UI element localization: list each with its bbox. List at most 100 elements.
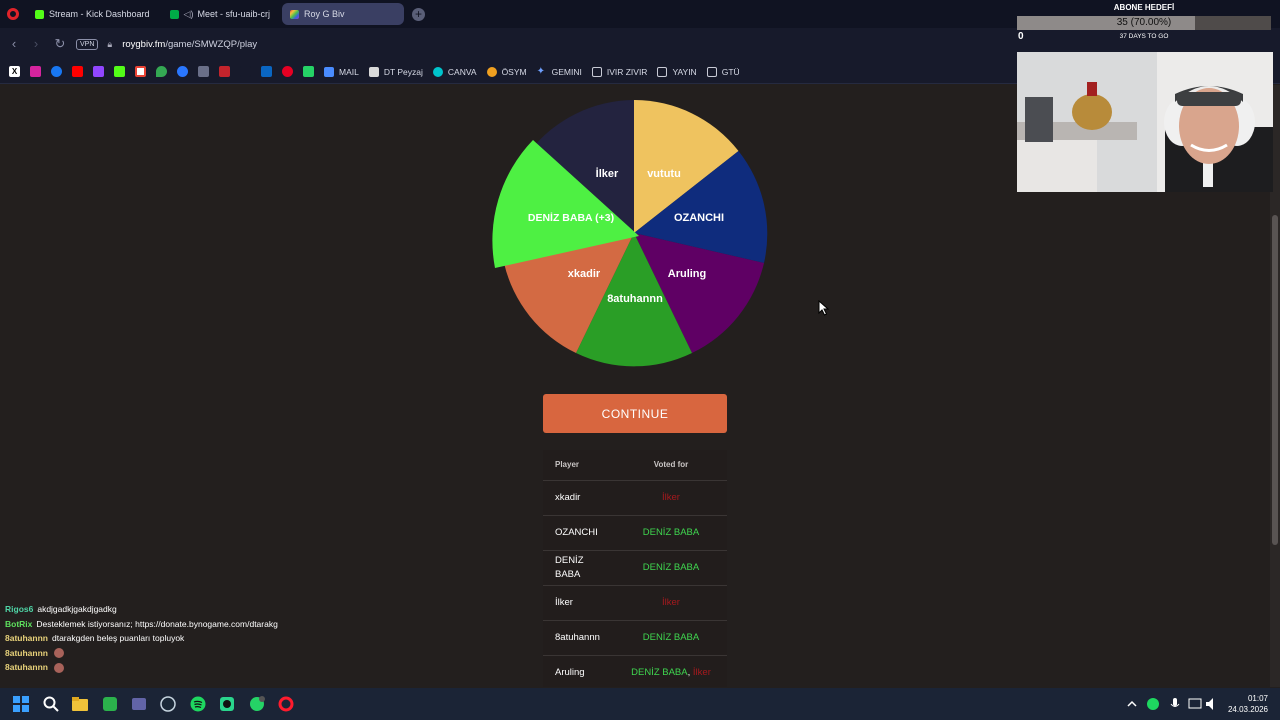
teams-icon[interactable]	[131, 696, 147, 712]
bookmark-ivir-zivir[interactable]: IVIR ZIVIR	[591, 66, 647, 77]
steam-icon[interactable]	[160, 696, 176, 712]
search-icon[interactable]	[43, 696, 59, 712]
bookmark-gtu[interactable]: GTÜ	[706, 66, 740, 77]
wheel-slice-ilker	[530, 100, 634, 233]
voted-for: İlker	[615, 479, 727, 515]
whatsapp-icon[interactable]	[249, 696, 265, 712]
link-icon[interactable]	[198, 66, 209, 77]
emote-icon	[53, 648, 64, 659]
maps-icon[interactable]	[156, 66, 167, 77]
wheel-slice-xkadir	[504, 233, 634, 353]
wheel-label-aruling: Aruling	[668, 268, 707, 280]
pin-icon[interactable]	[219, 66, 230, 77]
whatsapp-icon[interactable]	[303, 66, 314, 77]
scrollbar-thumb[interactable]	[1272, 215, 1278, 545]
tab-label: Stream - Kick Dashboard	[49, 9, 150, 19]
voted-for: DENİZ BABA, İlker	[615, 654, 727, 687]
microphone-icon[interactable]	[1168, 696, 1182, 712]
speaker-icon: ◁)	[183, 8, 194, 19]
url-field[interactable]: roygbiv.fm/game/SMWZQP/play	[122, 39, 257, 50]
obs-icon[interactable]	[219, 696, 235, 712]
chat-username: 8atuhannn	[5, 647, 48, 658]
vote-name: İlker	[662, 597, 680, 608]
windows-start-icon[interactable]	[13, 696, 29, 712]
voted-for: DENİZ BABA	[615, 514, 727, 550]
blank-icon[interactable]	[240, 66, 251, 77]
twitch-icon[interactable]	[93, 66, 104, 77]
chat-username: 8atuhannn	[5, 662, 48, 672]
lock-icon[interactable]: 🔒︎	[107, 38, 113, 49]
webcam-feed	[1017, 52, 1273, 192]
x-icon[interactable]: X	[9, 66, 20, 77]
forward-icon[interactable]: ›	[33, 36, 39, 51]
osym-icon	[486, 66, 497, 77]
dollar-icon[interactable]	[177, 66, 188, 77]
stream-chat: Rigos6 akdjgadkjgakdjgadkg BotRix Destekle…	[5, 602, 278, 675]
opera-logo-icon[interactable]	[7, 8, 19, 20]
youtube-icon[interactable]	[72, 66, 83, 77]
table-row: 8atuhannn DENİZ BABA	[543, 619, 727, 655]
bookmark-label: GEMINI	[551, 66, 582, 77]
player-name: 8atuhannn	[543, 619, 615, 655]
kick-icon[interactable]	[114, 66, 125, 77]
network-icon[interactable]	[1188, 696, 1202, 712]
bookmark-mail[interactable]: MAIL	[324, 66, 359, 77]
gemini-icon: ✦	[536, 65, 545, 77]
chat-message: Rigos6 akdjgadkjgakdjgadkg	[5, 602, 278, 617]
tab-kick-dashboard[interactable]: Stream - Kick Dashboard	[27, 3, 158, 25]
mask-decoration	[1072, 94, 1112, 130]
pinterest-icon[interactable]	[282, 66, 293, 77]
wheel-label-8atuhannn: 8atuhannn	[607, 293, 663, 305]
bookmark-gemini[interactable]: ✦ GEMINI	[536, 65, 582, 77]
vote-name: İlker	[692, 667, 711, 679]
linkedin-icon[interactable]	[261, 66, 272, 77]
chat-message: 8atuhannn	[5, 660, 278, 675]
vote-name: DENİZ BABA	[631, 667, 688, 679]
green-app-icon[interactable]	[102, 696, 118, 712]
chat-message: 8atuhannn dtarakgden beleş puanları toplu…	[5, 631, 278, 646]
chevron-up-icon[interactable]	[1126, 696, 1138, 712]
continue-button[interactable]: CONTINUE	[543, 394, 727, 433]
tab-roygbiv[interactable]: Roy G Biv	[282, 3, 404, 25]
bookmark-osym[interactable]: ÖSYM	[486, 66, 527, 77]
spotify-tray-icon[interactable]	[1146, 696, 1160, 712]
goal-count: 35 (70.00%)	[1116, 17, 1172, 28]
bookmark-yayin[interactable]: YAYIN	[657, 66, 697, 77]
page-scrollbar[interactable]	[1270, 85, 1280, 687]
new-tab-button[interactable]: +	[412, 7, 425, 21]
back-icon[interactable]: ‹	[11, 36, 17, 51]
reload-icon[interactable]: ↻	[54, 36, 66, 51]
voted-for: DENİZ BABA	[615, 549, 727, 585]
player-name: İlker	[543, 584, 615, 620]
voted-for: DENİZ BABA	[615, 619, 727, 655]
tab-label: Meet - sfu-uaib-crj	[197, 9, 270, 19]
gmail-icon[interactable]	[135, 66, 146, 77]
instagram-icon[interactable]	[30, 66, 41, 77]
bookmark-canva[interactable]: CANVA	[432, 66, 477, 77]
subscriber-goal-bar	[1017, 16, 1271, 30]
chat-text: Desteklemek istiyorsanız; https://donate…	[36, 618, 278, 629]
taskbar-clock-time[interactable]: 01:07	[1247, 694, 1268, 703]
spin-wheel[interactable]: vututu OZANCHI Aruling 8atuhannn xkadir …	[487, 100, 769, 368]
mouse-cursor-icon	[818, 300, 830, 316]
tab-label: Roy G Biv	[304, 9, 345, 19]
taskbar-clock-date[interactable]: 24.03.2026	[1227, 705, 1268, 714]
facebook-icon[interactable]	[51, 66, 62, 77]
vote-name: DENİZ BABA	[642, 632, 700, 643]
google-meet-icon	[169, 9, 179, 19]
table-row: OZANCHI DENİZ BABA	[543, 514, 727, 550]
tab-google-meet[interactable]: ◁) Meet - sfu-uaib-crj	[162, 3, 278, 25]
vpn-badge[interactable]: VPN	[76, 38, 99, 50]
table-row: xkadir İlker	[543, 479, 727, 515]
goal-progress-fill	[1017, 16, 1195, 30]
folder-icon	[591, 66, 602, 77]
opera-icon[interactable]	[278, 696, 294, 712]
bookmark-label: GTÜ	[721, 66, 740, 77]
spotify-icon[interactable]	[190, 696, 206, 712]
bookmark-dt-peyzaj[interactable]: DT Peyzaj	[368, 66, 423, 77]
player-name: Aruling	[543, 654, 615, 687]
player-name: xkadir	[543, 479, 615, 515]
file-explorer-icon[interactable]	[72, 696, 88, 712]
url-path: /game/SMWZQP/play	[165, 38, 258, 50]
volume-icon[interactable]	[1205, 696, 1219, 712]
